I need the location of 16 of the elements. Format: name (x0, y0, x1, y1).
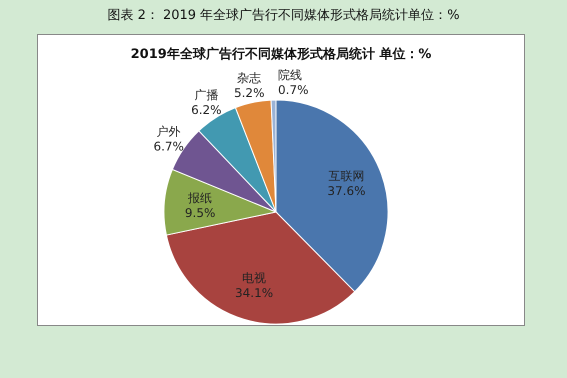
data-label: 5.2% (234, 86, 264, 100)
slice-label: 报纸 (187, 191, 212, 206)
slice-label: 院线 (278, 68, 302, 82)
chart-subtitle: 2019年全球广告行不同媒体形式格局统计 单位：% (130, 46, 432, 63)
data-label: 34.1% (235, 286, 274, 300)
chart-title: 图表 2： 2019 年全球广告行不同媒体形式格局统计单位：% (106, 7, 461, 24)
data-label: 9.5% (184, 206, 216, 220)
slice-label: 户外 (156, 124, 181, 139)
slice-label: 杂志 (237, 70, 262, 85)
slice-label: 广播 (194, 88, 218, 102)
data-label: 37.6% (327, 184, 366, 198)
slice-label: 互联网 (328, 169, 364, 184)
slice-label: 电视 (242, 270, 266, 285)
data-label: 6.2% (191, 103, 222, 118)
data-label: 6.7% (153, 140, 184, 154)
data-label: 0.7% (278, 83, 308, 98)
